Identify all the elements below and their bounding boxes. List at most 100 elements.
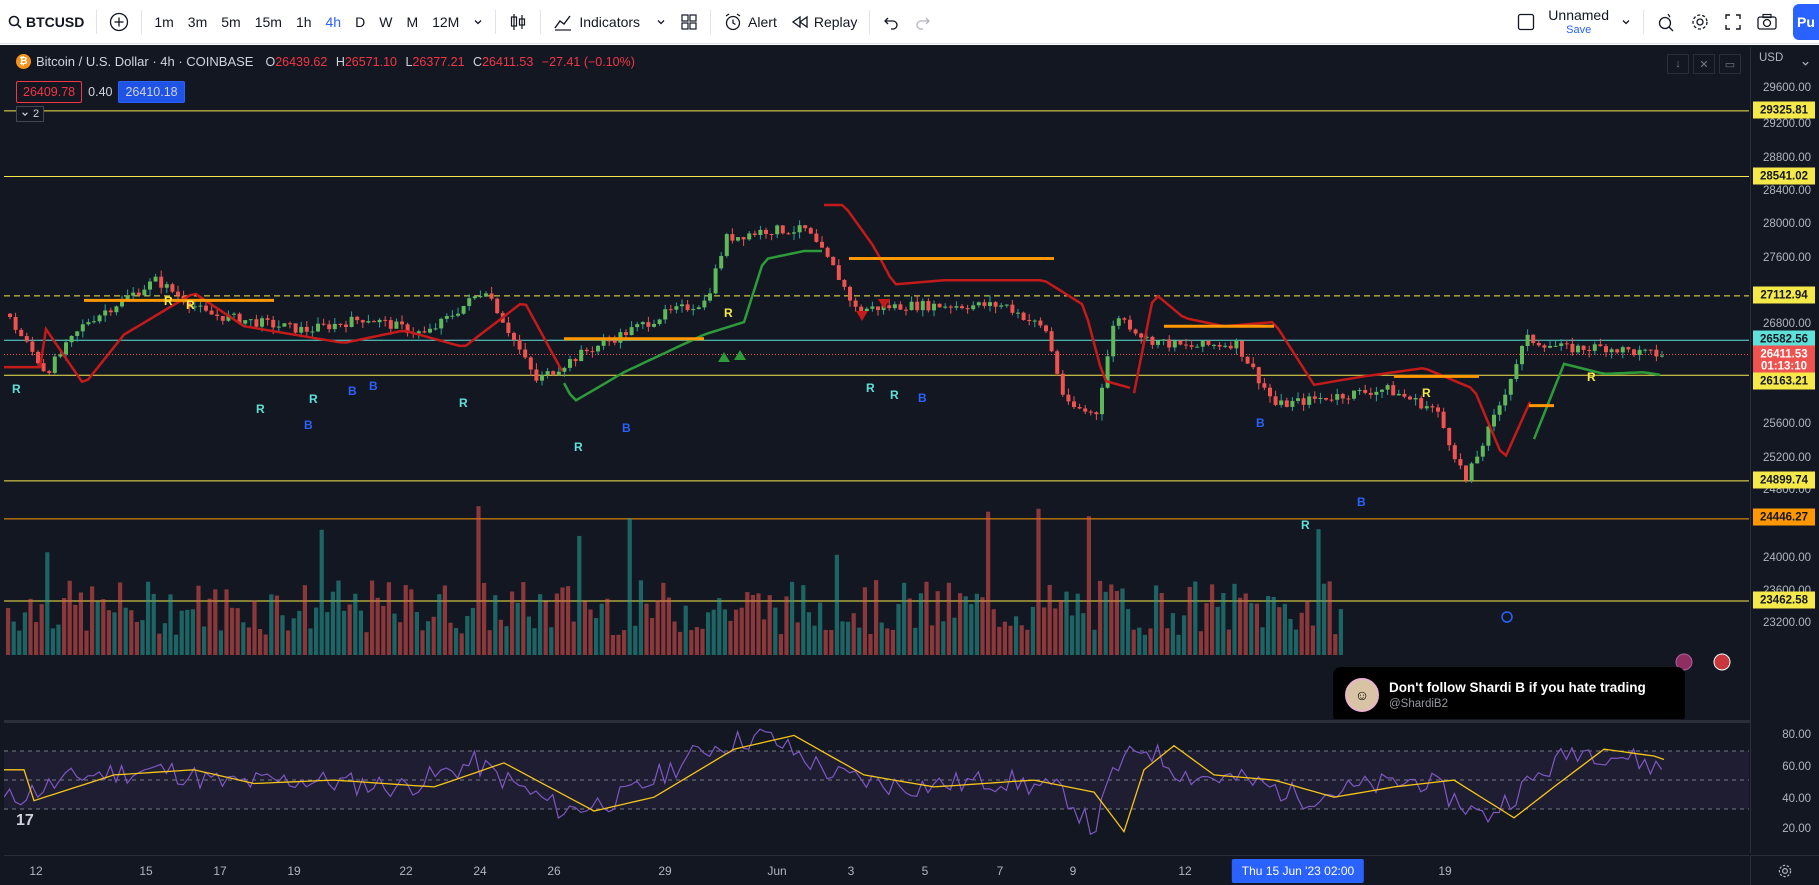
toolbar-divider bbox=[710, 9, 712, 34]
undo-button[interactable] bbox=[875, 0, 907, 44]
currency-label[interactable]: USD bbox=[1759, 52, 1784, 64]
candle-body bbox=[803, 225, 808, 229]
indicator-legend-toggle[interactable]: 2 bbox=[16, 106, 45, 122]
candle-body bbox=[1100, 387, 1104, 415]
candle-body bbox=[444, 316, 449, 319]
candle-body bbox=[58, 354, 63, 357]
candle-body bbox=[590, 351, 595, 353]
time-axis[interactable]: 12 15 17 19 22 24 26 29 Jun 3 5 7 9 12 19 Thu 15 Jun '2… bbox=[4, 855, 1749, 885]
interval-15m[interactable]: 15m bbox=[254, 13, 282, 30]
notification-handle: @ShardiB2 bbox=[1389, 698, 1448, 710]
rsi-pane[interactable]: 17 bbox=[4, 724, 1749, 853]
volume-bar bbox=[1019, 625, 1024, 655]
volume-bar bbox=[487, 630, 492, 655]
chart-type-button[interactable] bbox=[501, 0, 535, 44]
candle-body bbox=[1536, 342, 1541, 346]
notification-toast[interactable]: ☺ Don't follow Shardi B if you hate trad… bbox=[1333, 667, 1685, 719]
candle-body bbox=[1559, 343, 1564, 346]
quick-search-button[interactable] bbox=[1649, 0, 1683, 44]
pane-separator[interactable] bbox=[4, 720, 1814, 723]
volume-bar bbox=[655, 600, 660, 655]
magic-search-icon bbox=[1658, 13, 1674, 32]
screenshot-button[interactable] bbox=[1749, 0, 1785, 44]
interval-1m[interactable]: 1m bbox=[154, 13, 174, 30]
candle-body bbox=[1609, 349, 1614, 353]
maximize-pane-button[interactable]: ▭ bbox=[1719, 54, 1741, 74]
volume-bar bbox=[241, 622, 246, 655]
indicators-button[interactable]: Indicators bbox=[546, 0, 673, 44]
settings-button[interactable] bbox=[1683, 0, 1717, 44]
candle-body bbox=[237, 313, 242, 324]
candle-body bbox=[752, 233, 757, 235]
toolbar-divider bbox=[1643, 10, 1644, 34]
interval-m[interactable]: M bbox=[406, 13, 419, 30]
indicator-templates-button[interactable] bbox=[673, 0, 705, 44]
change-value: −27.41 (−0.10%) bbox=[541, 54, 635, 69]
interval-3m[interactable]: 3m bbox=[187, 13, 208, 30]
fullscreen-button[interactable] bbox=[1717, 0, 1749, 44]
price-tick: 25600.00 bbox=[1763, 418, 1811, 430]
volume-bar bbox=[1226, 629, 1231, 655]
interval-12m[interactable]: 12M bbox=[432, 13, 460, 30]
volume-bar bbox=[627, 518, 632, 655]
interval-5m[interactable]: 5m bbox=[221, 13, 241, 30]
candle-body bbox=[1368, 392, 1373, 395]
symbol-title[interactable]: Bitcoin / U.S. Dollar · 4h · COINBASE bbox=[36, 54, 254, 69]
volume-bar bbox=[818, 602, 823, 655]
volume-bar bbox=[1120, 588, 1125, 655]
move-pane-down-button[interactable]: ↓ bbox=[1667, 54, 1689, 74]
candle-body bbox=[41, 363, 46, 372]
signal-letter: R bbox=[309, 392, 318, 406]
interval-1h[interactable]: 1h bbox=[295, 13, 312, 30]
price-level-tag: 26163.21 bbox=[1753, 372, 1815, 390]
candle-body bbox=[1374, 391, 1379, 395]
redo-icon bbox=[916, 17, 931, 30]
volume-bar bbox=[1221, 593, 1226, 655]
volume-bar bbox=[605, 598, 610, 655]
interval-4h[interactable]: 4h bbox=[325, 13, 342, 30]
symbol-search-button[interactable]: BTCUSD bbox=[0, 0, 91, 44]
interval-dropdown-button[interactable] bbox=[466, 0, 490, 44]
close-pane-button[interactable]: ✕ bbox=[1693, 54, 1715, 74]
interval-w[interactable]: W bbox=[379, 13, 393, 30]
volume-bar bbox=[1042, 607, 1047, 655]
buy-button[interactable]: 26410.18 bbox=[118, 81, 185, 103]
rsi-chart-canvas[interactable] bbox=[4, 724, 1749, 853]
volume-bar bbox=[1058, 599, 1063, 655]
candle-body bbox=[360, 320, 365, 323]
candle-body bbox=[1464, 465, 1468, 481]
redo-button[interactable] bbox=[907, 0, 939, 44]
candle-body bbox=[310, 331, 315, 333]
compare-symbol-button[interactable] bbox=[102, 0, 136, 44]
layout-name-button[interactable]: Unnamed Save bbox=[1509, 0, 1638, 44]
volume-bar bbox=[739, 607, 744, 655]
candle-body bbox=[954, 306, 959, 308]
candle-body bbox=[920, 301, 925, 311]
price-axis[interactable]: USD 29600.00 29200.00 28800.00 28400.00 2800… bbox=[1750, 47, 1819, 853]
candle-body bbox=[685, 304, 690, 311]
tradingview-logo-icon[interactable]: 17 bbox=[16, 812, 34, 829]
axis-settings[interactable] bbox=[1750, 855, 1819, 885]
candle-body bbox=[299, 326, 304, 333]
signal-letter: R bbox=[1301, 518, 1310, 532]
candle-body bbox=[1391, 385, 1396, 396]
sell-button[interactable]: 26409.78 bbox=[16, 81, 83, 103]
volume-bar bbox=[498, 619, 503, 655]
volume-bar bbox=[1025, 629, 1030, 655]
candle-body bbox=[204, 305, 208, 311]
publish-button[interactable]: Pu bbox=[1793, 4, 1819, 40]
volume-bar bbox=[286, 630, 291, 655]
candle-body bbox=[1592, 344, 1597, 351]
volume-bar bbox=[123, 607, 128, 655]
candle-body bbox=[646, 322, 651, 327]
replay-button[interactable]: Replay bbox=[784, 0, 865, 44]
candle-body bbox=[64, 342, 68, 355]
candle-body bbox=[97, 315, 102, 322]
candle-body bbox=[596, 345, 600, 352]
alert-button[interactable]: Alert bbox=[716, 0, 784, 44]
notification-title: Don't follow Shardi B if you hate tradin… bbox=[1389, 680, 1646, 695]
interval-d[interactable]: D bbox=[355, 13, 366, 30]
